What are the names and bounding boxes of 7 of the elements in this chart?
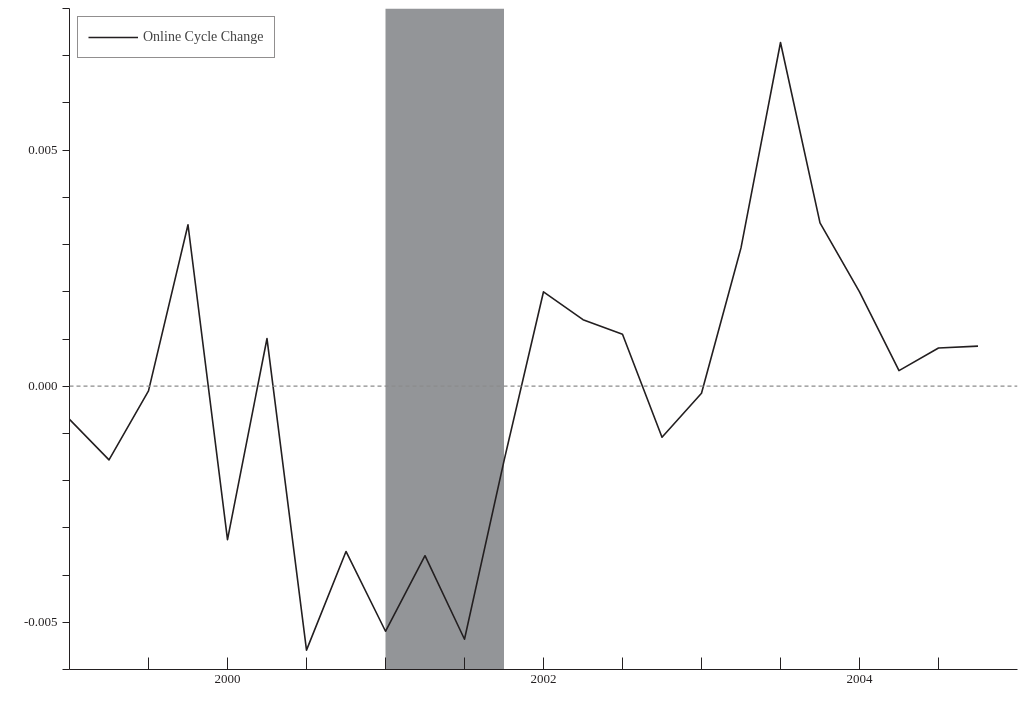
x-tick-label: 2002: [530, 670, 557, 686]
x-tick-label: 2004: [846, 670, 873, 686]
x-tick-label: 2000: [214, 670, 241, 686]
y-tick-label: -0.005: [23, 614, 58, 630]
y-tick-label: 0.000: [28, 378, 58, 394]
y-tick-label: 0.005: [28, 142, 58, 158]
legend-label: Online Cycle Change: [143, 29, 264, 45]
